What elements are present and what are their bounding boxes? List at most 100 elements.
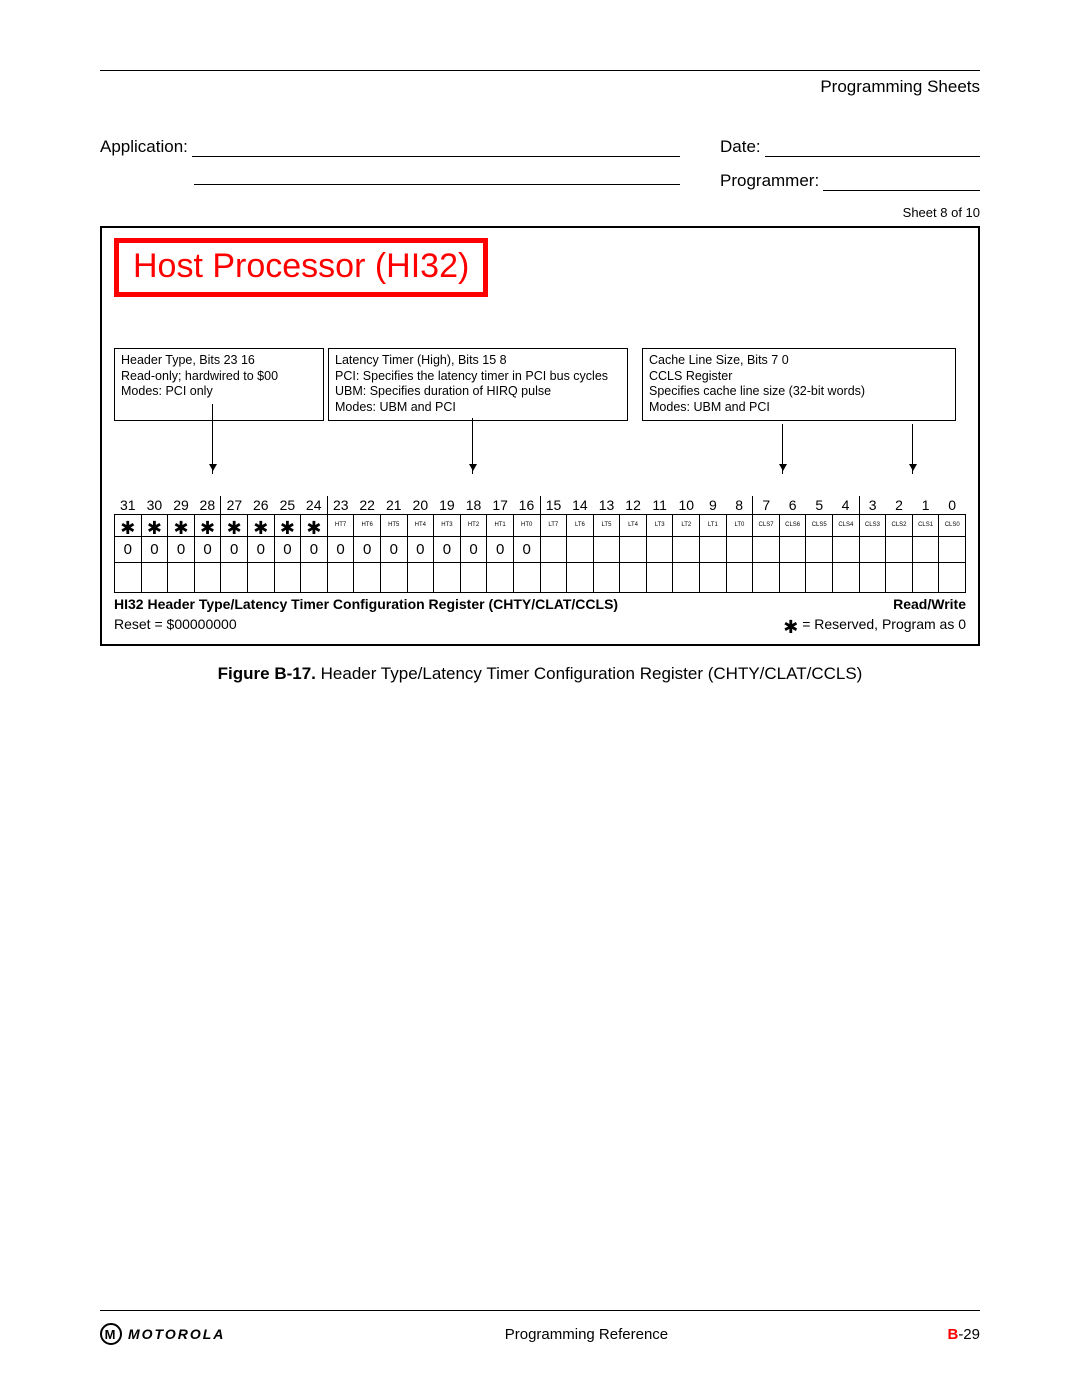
bit-blank — [859, 562, 886, 592]
bit-value — [859, 536, 886, 562]
bit-value — [700, 536, 727, 562]
bit-number: 26 — [247, 496, 274, 514]
bit-value: 0 — [168, 536, 195, 562]
bit-blank — [168, 562, 195, 592]
bit-blank — [726, 562, 753, 592]
bit-value: 0 — [380, 536, 407, 562]
bit-label: HT1 — [487, 514, 514, 536]
bit-blank — [327, 562, 354, 592]
bit-value: 0 — [141, 536, 168, 562]
bit-label: HT6 — [354, 514, 381, 536]
bit-label: ✱ — [115, 514, 142, 536]
bit-number: 3 — [859, 496, 886, 514]
bit-value — [753, 536, 780, 562]
bit-label: ✱ — [247, 514, 274, 536]
footer-center: Programming Reference — [505, 1326, 668, 1343]
bit-label: CLS5 — [806, 514, 833, 536]
register-rw: Read/Write — [893, 596, 966, 612]
bit-blank — [646, 562, 673, 592]
pointer-arrow — [212, 404, 213, 474]
bit-number: 10 — [673, 496, 700, 514]
bit-label: ✱ — [221, 514, 248, 536]
bit-blank — [939, 562, 966, 592]
bit-label: LT6 — [567, 514, 594, 536]
bit-number: 9 — [700, 496, 727, 514]
bit-number: 17 — [487, 496, 514, 514]
desc-text: Header Type, Bits 23 16 — [121, 353, 317, 369]
pointer-arrow — [912, 424, 913, 474]
figure-caption: Figure B-17. Header Type/Latency Timer C… — [100, 664, 980, 684]
pointer-arrow — [782, 424, 783, 474]
bit-blank — [460, 562, 487, 592]
bit-label: CLS3 — [859, 514, 886, 536]
diagram-title: Host Processor (HI32) — [114, 238, 488, 297]
bit-label: LT1 — [700, 514, 727, 536]
bit-number: 14 — [567, 496, 594, 514]
bit-blank — [301, 562, 328, 592]
bit-label: HT3 — [434, 514, 461, 536]
desc-box-cache-line: Cache Line Size, Bits 7 0 CCLS Register … — [642, 348, 956, 421]
desc-text: Latency Timer (High), Bits 15 8 — [335, 353, 621, 369]
bit-number: 7 — [753, 496, 780, 514]
bit-value — [620, 536, 647, 562]
bit-number: 29 — [168, 496, 195, 514]
application-field-line-2 — [194, 171, 680, 185]
bit-label: CLS2 — [886, 514, 913, 536]
bit-number: 19 — [434, 496, 461, 514]
bit-blank — [354, 562, 381, 592]
desc-box-header-type: Header Type, Bits 23 16 Read-only; hardw… — [114, 348, 324, 421]
bit-blank — [407, 562, 434, 592]
bit-number: 28 — [194, 496, 221, 514]
desc-text: Modes: UBM and PCI — [649, 400, 949, 416]
bit-blank — [886, 562, 913, 592]
bit-blank — [567, 562, 594, 592]
bit-register-table: 3130292827262524232221201918171615141312… — [114, 496, 966, 593]
bit-blank — [912, 562, 939, 592]
desc-text: Specifies cache line size (32-bit words) — [649, 384, 949, 400]
programmer-field-line — [823, 177, 980, 191]
bit-label: CLS7 — [753, 514, 780, 536]
bit-label: LT0 — [726, 514, 753, 536]
bit-label: HT5 — [380, 514, 407, 536]
top-rule — [100, 70, 980, 71]
reserved-note: ✱ = Reserved, Program as 0 — [783, 616, 966, 632]
bit-label: LT5 — [593, 514, 620, 536]
bit-number: 16 — [513, 496, 540, 514]
bit-label: CLS4 — [833, 514, 860, 536]
bit-label: LT3 — [646, 514, 673, 536]
bit-value: 0 — [247, 536, 274, 562]
bit-number: 2 — [886, 496, 913, 514]
bit-value — [540, 536, 567, 562]
bit-number: 6 — [779, 496, 806, 514]
desc-text: Modes: UBM and PCI — [335, 400, 621, 416]
bit-value: 0 — [115, 536, 142, 562]
bit-value: 0 — [487, 536, 514, 562]
bit-number: 31 — [115, 496, 142, 514]
bit-number: 11 — [646, 496, 673, 514]
bit-number: 24 — [301, 496, 328, 514]
bit-blank — [274, 562, 301, 592]
bit-value: 0 — [434, 536, 461, 562]
application-field-line — [192, 143, 680, 157]
page-footer: M MOTOROLA Programming Reference B-29 — [100, 1310, 980, 1345]
figure-text: Header Type/Latency Timer Configuration … — [316, 664, 862, 683]
bit-blank — [673, 562, 700, 592]
bit-blank — [779, 562, 806, 592]
bit-blank — [540, 562, 567, 592]
bit-blank — [487, 562, 514, 592]
bit-value — [593, 536, 620, 562]
bit-number: 21 — [380, 496, 407, 514]
section-header: Programming Sheets — [100, 77, 980, 97]
bit-value: 0 — [274, 536, 301, 562]
bit-label: HT7 — [327, 514, 354, 536]
bit-blank — [700, 562, 727, 592]
bit-value: 0 — [194, 536, 221, 562]
date-field-line — [765, 143, 980, 157]
bit-blank — [513, 562, 540, 592]
bit-number: 27 — [221, 496, 248, 514]
bit-number: 13 — [593, 496, 620, 514]
bit-blank — [434, 562, 461, 592]
bit-number: 20 — [407, 496, 434, 514]
bit-value — [726, 536, 753, 562]
bit-number: 23 — [327, 496, 354, 514]
